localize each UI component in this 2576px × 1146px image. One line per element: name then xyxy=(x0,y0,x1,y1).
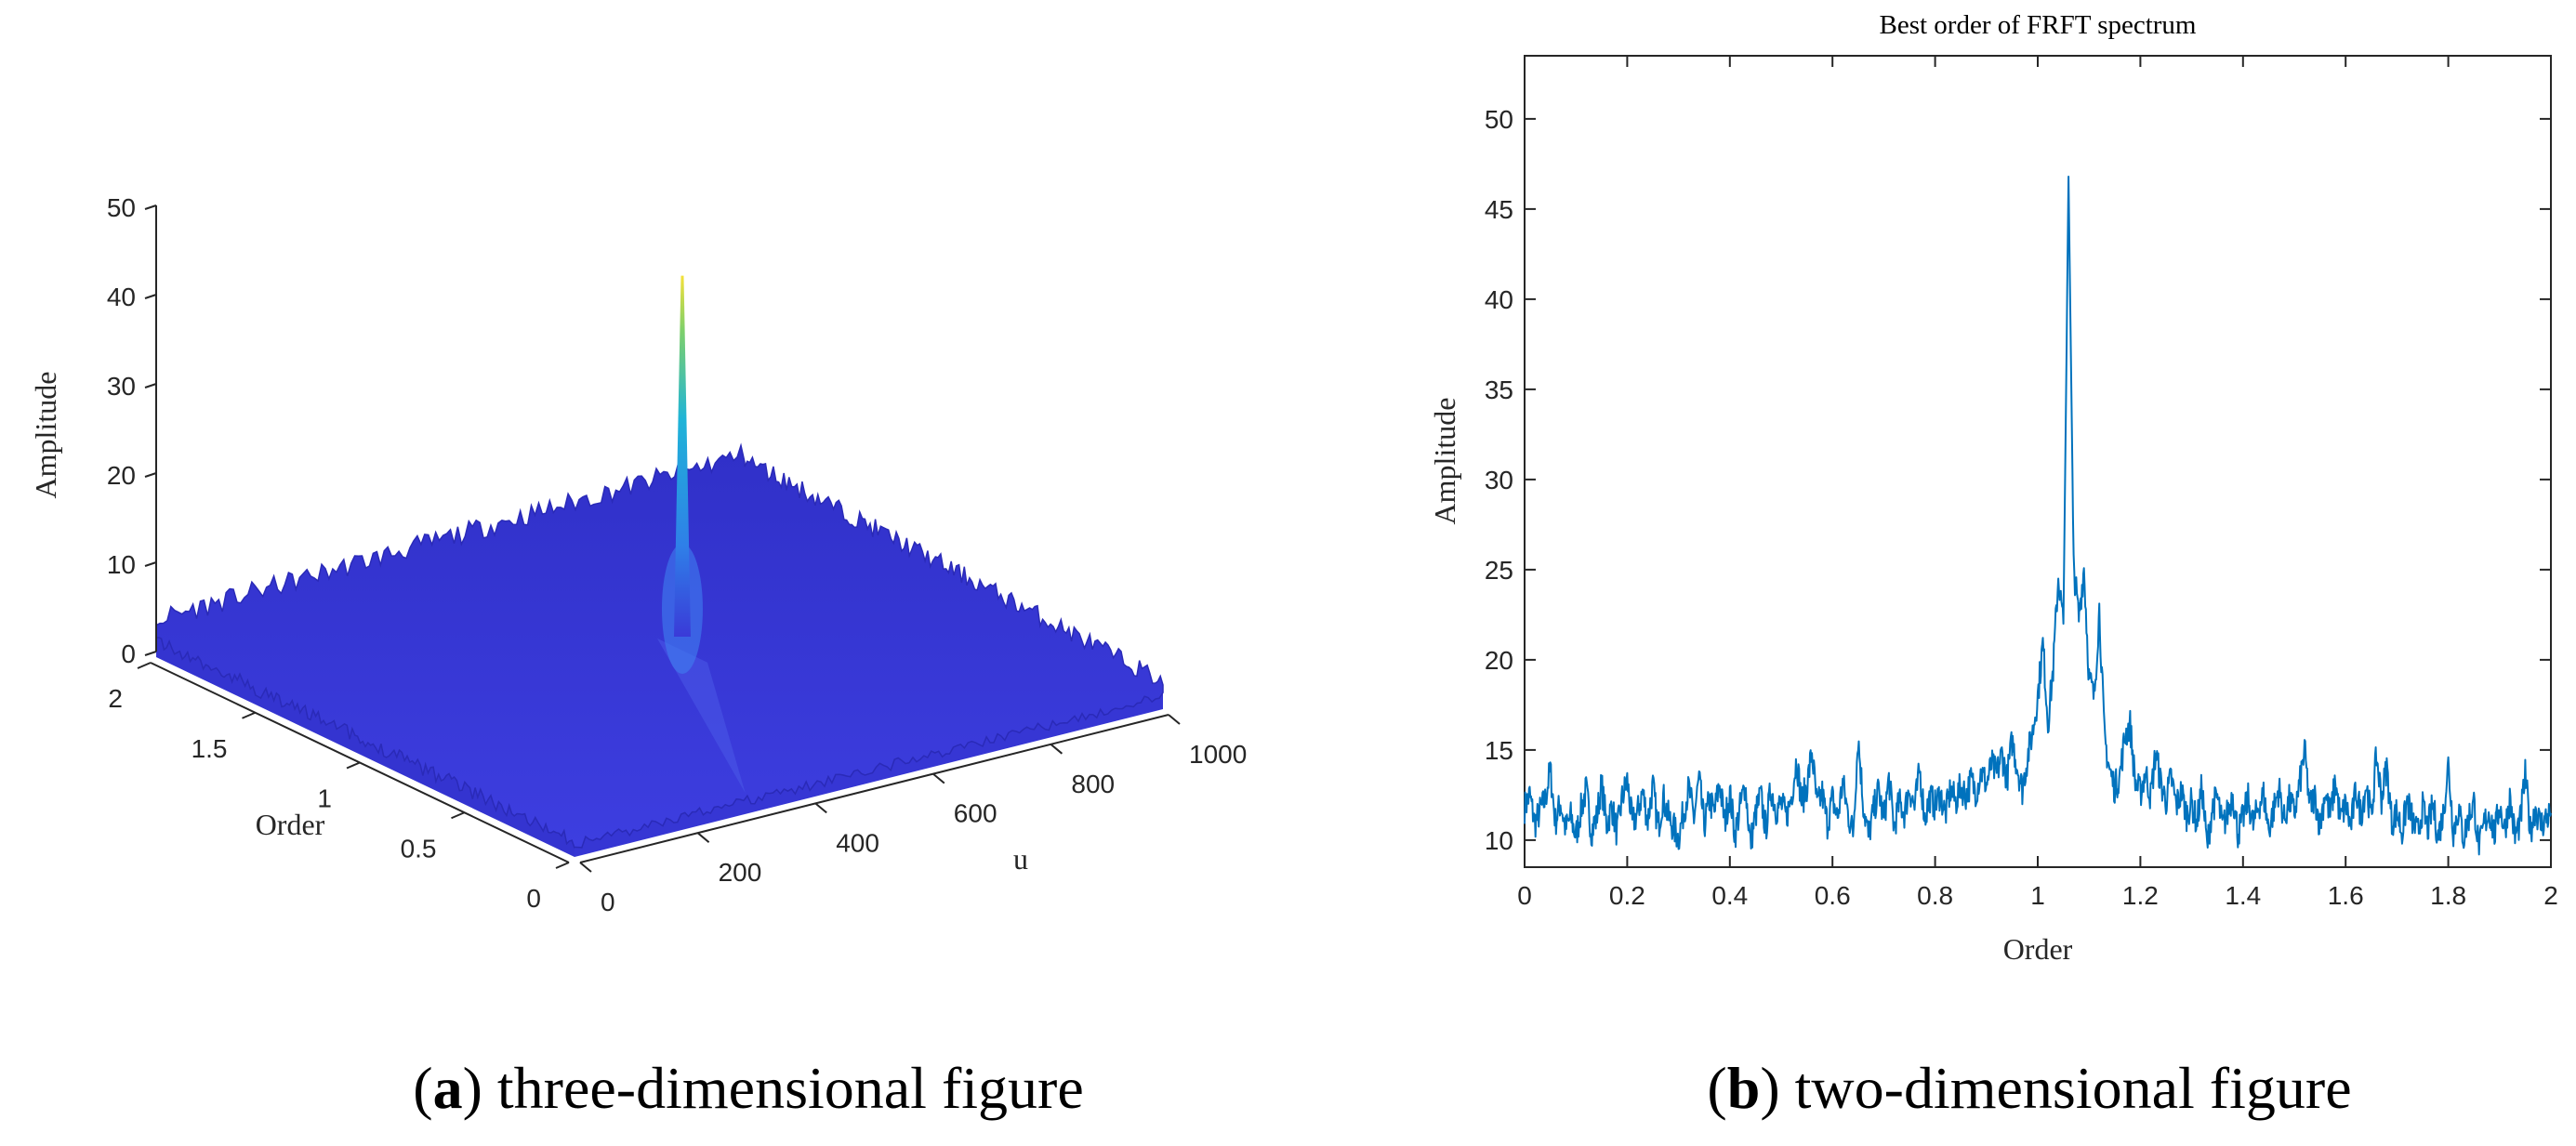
z-axis-label: Amplitude xyxy=(29,372,62,499)
x-tick-label: 0.8 xyxy=(1917,881,1953,910)
y-tick-label: 25 xyxy=(1485,556,1513,585)
order-tick-label: 0 xyxy=(526,884,541,913)
z-tick-label: 30 xyxy=(107,372,136,401)
z-tick-label: 10 xyxy=(107,550,136,579)
order-tick-label: 0.5 xyxy=(401,834,437,863)
u-tick-mark xyxy=(696,832,710,843)
u-tick-mark xyxy=(932,772,945,784)
caption-b-letter: b xyxy=(1727,1055,1761,1121)
y-tick-label: 50 xyxy=(1485,105,1513,134)
u-tick-mark xyxy=(579,862,592,873)
y-tick-label: 35 xyxy=(1485,375,1513,404)
x-tick-label: 1.6 xyxy=(2328,881,2364,910)
z-tick-label: 40 xyxy=(107,283,136,311)
peak-spike xyxy=(673,275,691,638)
y-tick-label: 20 xyxy=(1485,646,1513,675)
z-tick-mark xyxy=(144,383,157,389)
order-tick-label: 2 xyxy=(108,684,123,713)
surface-top xyxy=(155,442,1164,849)
x-tick-label: 1.4 xyxy=(2225,881,2261,910)
x-tick-label: 2 xyxy=(2543,881,2558,910)
u-tick-label: 0 xyxy=(601,888,615,916)
x-tick-label: 0.2 xyxy=(1609,881,1645,910)
order-axis-label: Order xyxy=(256,808,325,841)
caption-b: (b) two-dimensional figure xyxy=(1707,1055,2351,1121)
z-tick-mark xyxy=(144,204,157,210)
z-tick-label: 50 xyxy=(107,193,136,222)
order-tick-mark xyxy=(242,711,256,719)
u-tick-label: 1000 xyxy=(1189,740,1247,769)
surface-mesh xyxy=(155,275,1164,857)
z-tick-label: 0 xyxy=(121,639,136,668)
plot-area xyxy=(1524,55,2552,868)
caption-b-text: two-dimensional figure xyxy=(1780,1055,2352,1121)
z-tick-mark xyxy=(144,472,157,478)
axis-ticks: 0 0.2 0.4 0.6 0.8 1 1.2 1.4 1.6 1.8 2 10 15 20 25 30 35 4… xyxy=(1485,56,2558,910)
x-tick-label: 1.2 xyxy=(2122,881,2159,910)
series-line xyxy=(1524,176,2552,856)
u-tick-label: 400 xyxy=(836,828,879,857)
y-tick-label: 30 xyxy=(1485,466,1513,494)
u-tick-mark xyxy=(1168,714,1181,725)
z-tick-mark xyxy=(144,561,157,567)
order-tick-mark xyxy=(137,662,152,669)
x-axis-label: Order xyxy=(2003,932,2073,966)
line-plot-2d: Best order of FRFT spectrum 0 0.2 0.4 0.6 0.… xyxy=(1428,10,2558,966)
y-tick-label: 40 xyxy=(1485,285,1513,314)
surface-ridge xyxy=(656,638,746,794)
u-tick-label: 200 xyxy=(719,858,762,887)
y-axis-label: Amplitude xyxy=(1428,398,1461,525)
x-tick-label: 1 xyxy=(2030,881,2045,910)
x-tick-label: 1.8 xyxy=(2430,881,2466,910)
order-tick-label: 1 xyxy=(317,784,332,813)
caption-a-letter: a xyxy=(433,1055,463,1121)
y-tick-label: 15 xyxy=(1485,736,1513,765)
x-tick-label: 0.4 xyxy=(1711,881,1748,910)
order-tick-mark xyxy=(555,862,570,869)
u-axis-line xyxy=(579,714,1169,863)
u-tick-mark xyxy=(1050,744,1063,755)
caption-a-text: three-dimensional figure xyxy=(482,1055,1084,1121)
z-tick-label: 20 xyxy=(107,461,136,490)
u-tick-label: 600 xyxy=(954,799,997,828)
surface-side-front xyxy=(575,692,1163,857)
y-tick-label: 45 xyxy=(1485,195,1513,224)
x-tick-label: 0.6 xyxy=(1815,881,1851,910)
order-tick-mark xyxy=(451,811,465,820)
caption-a: (a) three-dimensional figure xyxy=(413,1055,1084,1121)
chart-title: Best order of FRFT spectrum xyxy=(1880,10,2197,40)
z-tick-mark xyxy=(144,294,157,299)
order-tick-mark xyxy=(346,761,361,770)
u-tick-mark xyxy=(814,802,827,814)
order-tick-label: 1.5 xyxy=(192,734,228,763)
u-axis-label: u xyxy=(1013,842,1028,876)
y-tick-label: 10 xyxy=(1485,826,1513,855)
x-tick-label: 0 xyxy=(1517,881,1532,910)
z-tick-mark xyxy=(144,651,157,656)
u-tick-label: 800 xyxy=(1071,770,1115,798)
